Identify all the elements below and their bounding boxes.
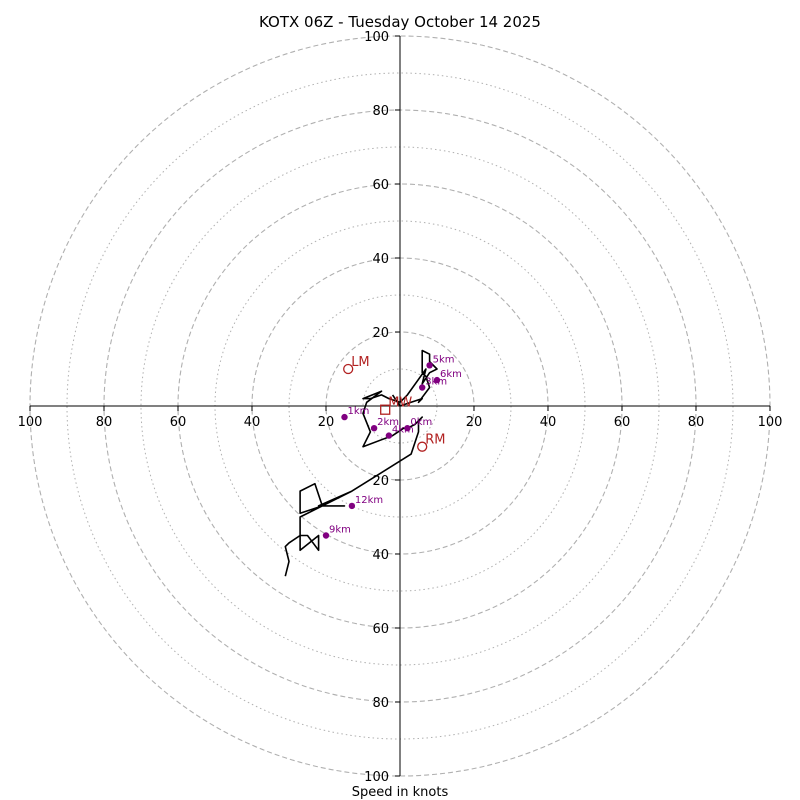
height-marker-dot	[385, 432, 393, 439]
height-marker-label: 12km	[355, 495, 383, 506]
height-marker-dot	[433, 376, 441, 384]
height-marker-dot	[419, 384, 426, 391]
storm-motion-label: MW	[388, 396, 412, 411]
x-tick-label: 40	[244, 415, 261, 430]
storm-motion-marker	[417, 441, 428, 452]
height-marker-dot	[341, 413, 348, 421]
height-marker-4km: 4km	[385, 425, 414, 439]
hodograph-trace	[284, 349, 438, 577]
height-marker-label: 5km	[433, 354, 455, 365]
storm-motion-mw: MW	[380, 396, 412, 415]
tick-labels: 100 100 100 100 80 80 80 80 60 60 60 60 40 40 40 40 20 20…	[18, 30, 783, 785]
x-tick-label: 80	[688, 415, 705, 430]
y-tick-label: 80	[372, 696, 389, 711]
y-tick-label: 100	[364, 770, 389, 785]
height-marker-12km: 12km	[348, 495, 383, 510]
storm-motion-marker	[343, 363, 354, 375]
height-marker-dot	[322, 532, 330, 539]
x-tick-label: 20	[466, 415, 483, 430]
chart-title: KOTX 06Z - Tuesday October 14 2025	[259, 13, 541, 31]
y-tick-label: 20	[372, 326, 389, 341]
height-marker-label: 2km	[377, 417, 399, 428]
height-marker-label: 6km	[440, 369, 462, 380]
x-tick-label: 60	[170, 415, 187, 430]
height-marker-label: 9km	[329, 525, 351, 536]
y-tick-label: 80	[372, 104, 389, 119]
height-marker-label: 0km	[410, 417, 432, 428]
x-tick-label: 100	[18, 415, 43, 430]
y-tick-label: 60	[372, 178, 389, 193]
storm-motion-label: LM	[351, 355, 369, 370]
height-marker-5km: 5km	[426, 354, 455, 369]
x-tick-label: 60	[614, 415, 631, 430]
storm-motion-lm: LM	[343, 355, 370, 375]
x-axis-label: Speed in knots	[352, 785, 449, 800]
x-tick-label: 80	[96, 415, 113, 430]
storm-motion-rm: RM	[417, 433, 445, 452]
x-tick-label: 100	[758, 415, 783, 430]
height-marker-label: 4km	[392, 425, 414, 436]
y-tick-label: 100	[364, 30, 389, 45]
y-tick-label: 20	[372, 474, 389, 489]
x-tick-label: 40	[540, 415, 557, 430]
x-tick-label: 20	[318, 415, 335, 430]
height-marker-dot	[370, 425, 378, 432]
height-marker-label: 1km	[348, 406, 370, 417]
storm-motion-label: RM	[425, 433, 445, 448]
storm-motion-marker	[380, 404, 391, 415]
height-marker-6km: 6km	[433, 369, 462, 384]
height-marker-0km: 0km	[404, 417, 432, 432]
height-marker-1km: 1km	[341, 406, 370, 421]
height-marker-dot	[404, 425, 411, 432]
height-marker-dot	[426, 362, 433, 369]
height-marker-9km: 9km	[322, 525, 351, 539]
y-tick-label: 40	[372, 548, 389, 563]
y-tick-label: 40	[372, 252, 389, 267]
height-markers: 0km1km2km3km4km5km6km9km12km	[322, 354, 462, 539]
height-marker-dot	[348, 502, 356, 510]
height-marker-2km: 2km	[370, 417, 399, 432]
storm-motion-markers: LM RM MW	[343, 355, 445, 452]
y-tick-label: 60	[372, 622, 389, 637]
